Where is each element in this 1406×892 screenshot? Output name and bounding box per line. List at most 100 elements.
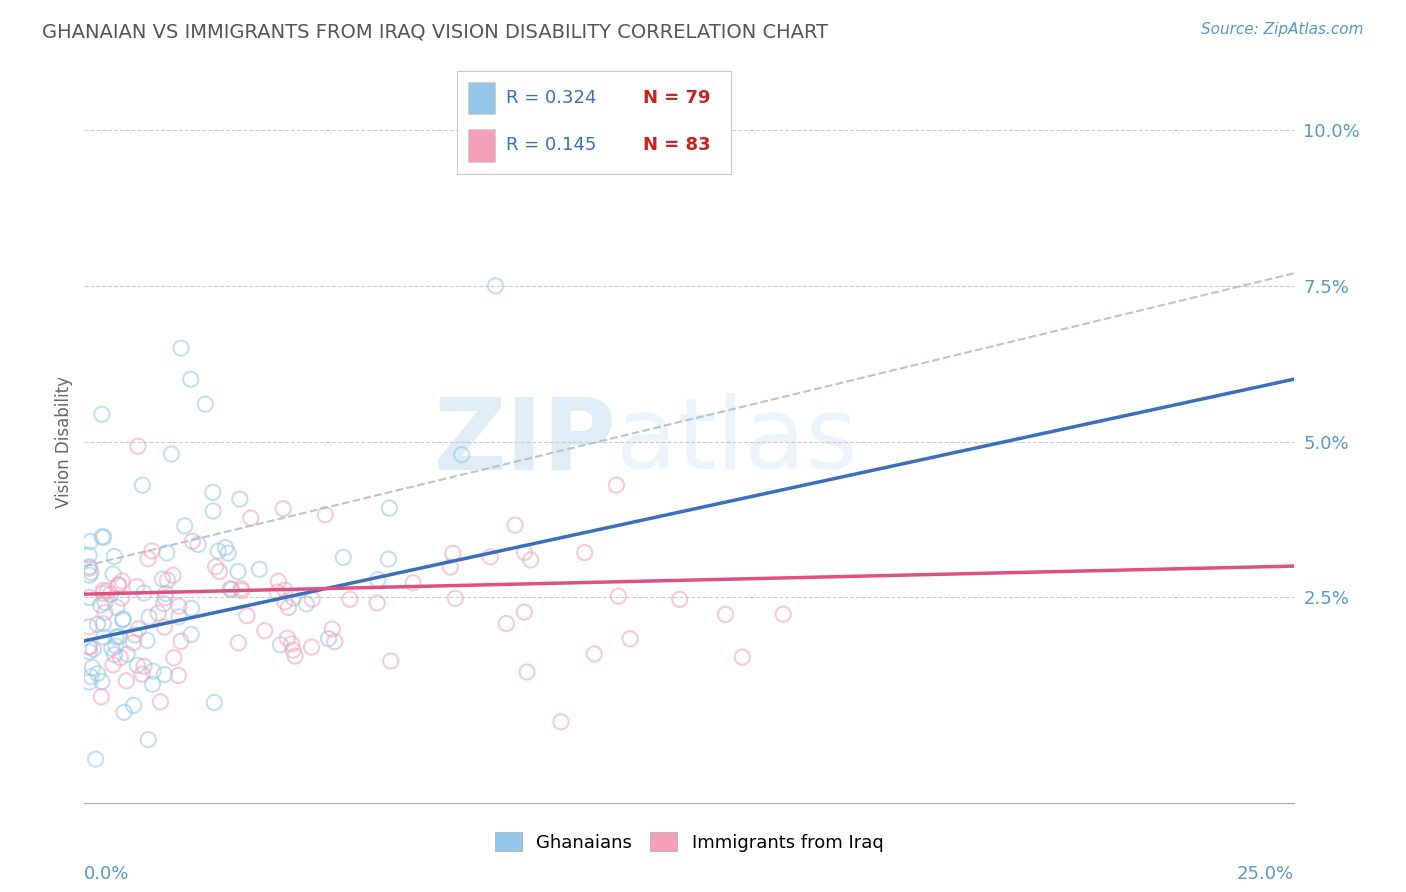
Point: [301, 640, 323, 655]
Point: [91, 583, 114, 598]
Point: [181, 534, 204, 549]
Point: [323, 634, 346, 648]
Point: [91, 674, 114, 689]
Point: [180, 372, 202, 386]
Text: GHANAIAN VS IMMIGRANTS FROM IRAQ VISION DISABILITY CORRELATION CHART: GHANAIAN VS IMMIGRANTS FROM IRAQ VISION …: [42, 22, 828, 41]
Point: [127, 658, 149, 673]
Point: [503, 518, 526, 533]
Text: Source: ZipAtlas.com: Source: ZipAtlas.com: [1201, 22, 1364, 37]
Point: [550, 714, 572, 729]
Point: [131, 478, 153, 492]
Point: [131, 667, 153, 681]
Point: [138, 610, 160, 624]
Point: [605, 478, 627, 492]
Point: [94, 606, 117, 620]
Point: [107, 578, 129, 592]
Text: ZIP: ZIP: [433, 393, 616, 490]
Point: [516, 665, 538, 679]
Point: [239, 511, 262, 525]
Point: [249, 562, 271, 576]
Point: [160, 447, 183, 461]
Text: 25.0%: 25.0%: [1236, 865, 1294, 883]
Point: [152, 572, 174, 586]
Point: [152, 597, 174, 611]
Point: [208, 565, 231, 579]
Point: [136, 633, 159, 648]
Legend: Ghanaians, Immigrants from Iraq: Ghanaians, Immigrants from Iraq: [488, 825, 890, 859]
Point: [149, 695, 172, 709]
Point: [127, 622, 149, 636]
Point: [253, 624, 276, 638]
Point: [231, 583, 253, 598]
Point: [84, 752, 107, 766]
Point: [513, 545, 536, 559]
Point: [77, 548, 100, 562]
Point: [276, 632, 298, 646]
Point: [439, 560, 461, 574]
Point: [495, 616, 517, 631]
Point: [153, 667, 176, 681]
Point: [110, 591, 132, 605]
Point: [122, 698, 145, 713]
Point: [94, 595, 117, 609]
Point: [77, 620, 100, 634]
Point: [444, 591, 467, 606]
Point: [377, 552, 399, 566]
Point: [202, 696, 225, 710]
Point: [180, 627, 202, 641]
Point: [101, 566, 124, 581]
Point: [280, 637, 302, 651]
Point: [112, 706, 135, 720]
Point: [107, 630, 129, 644]
Point: [229, 492, 252, 507]
Point: [77, 591, 100, 605]
Point: [321, 622, 343, 636]
Point: [156, 573, 179, 587]
Point: [115, 647, 138, 661]
Point: [103, 648, 125, 662]
Point: [731, 650, 754, 665]
Point: [132, 586, 155, 600]
Point: [271, 501, 294, 516]
Point: [180, 601, 202, 615]
Point: [301, 592, 323, 607]
Point: [207, 544, 229, 558]
Point: [167, 610, 190, 624]
Point: [100, 587, 122, 601]
Point: [90, 407, 112, 421]
Point: [339, 592, 361, 607]
Point: [269, 638, 291, 652]
Point: [93, 586, 115, 600]
Point: [367, 573, 389, 587]
Point: [77, 559, 100, 574]
Point: [146, 606, 169, 620]
Point: [86, 666, 108, 681]
Point: [79, 534, 101, 549]
Point: [77, 645, 100, 659]
Point: [366, 596, 388, 610]
Point: [93, 616, 115, 631]
Point: [619, 632, 641, 646]
Point: [93, 530, 115, 544]
Point: [82, 642, 104, 657]
Point: [607, 589, 630, 603]
Point: [574, 546, 596, 560]
Point: [93, 630, 115, 644]
Point: [111, 612, 134, 626]
Point: [163, 650, 186, 665]
Point: [281, 643, 304, 657]
Point: [267, 574, 290, 589]
Point: [127, 439, 149, 453]
Point: [153, 591, 176, 605]
Point: [77, 561, 100, 575]
Point: [266, 585, 288, 599]
Point: [115, 673, 138, 688]
Point: [274, 583, 297, 598]
Point: [274, 595, 297, 609]
Point: [277, 600, 299, 615]
Text: atlas: atlas: [616, 393, 858, 490]
Point: [110, 650, 132, 665]
Point: [153, 620, 176, 634]
Point: [229, 582, 252, 596]
Point: [187, 537, 209, 551]
